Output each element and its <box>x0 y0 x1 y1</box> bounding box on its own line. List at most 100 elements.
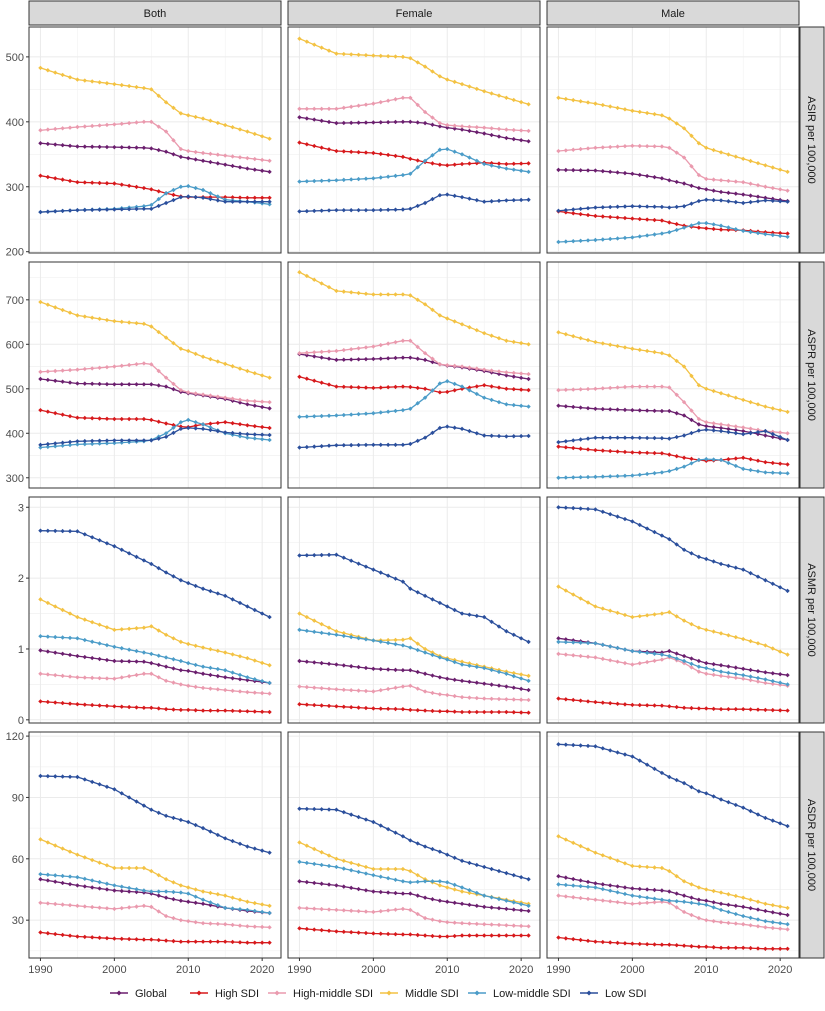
data-point-low-middle-sdi <box>726 225 731 230</box>
data-point-global <box>259 168 265 173</box>
data-point-low-sdi <box>134 799 139 804</box>
data-point-high-sdi <box>60 700 65 706</box>
data-point-high-sdi <box>556 935 561 940</box>
data-point-middle-sdi <box>785 169 790 175</box>
data-point-low-sdi <box>459 194 465 200</box>
data-point-high-sdi <box>785 708 790 713</box>
data-point-middle-sdi <box>718 631 724 636</box>
data-point-low-middle-sdi <box>245 675 250 680</box>
data-point-low-middle-sdi <box>422 650 428 655</box>
data-point-global <box>38 141 43 146</box>
data-point-global <box>696 185 702 191</box>
data-point-high-sdi <box>393 932 398 937</box>
data-point-high-middle-sdi <box>630 143 635 149</box>
data-point-low-middle-sdi <box>585 238 591 243</box>
data-point-low-middle-sdi <box>141 888 147 893</box>
data-point-low-sdi <box>615 750 620 755</box>
data-point-global <box>237 400 243 405</box>
data-point-high-sdi <box>615 940 620 946</box>
data-point-global <box>430 359 435 365</box>
data-point-low-sdi <box>252 199 257 204</box>
data-point-high-sdi <box>622 702 628 707</box>
data-point-global <box>341 357 346 362</box>
data-point-middle-sdi <box>741 397 746 403</box>
data-point-low-sdi <box>430 196 435 202</box>
data-point-high-sdi <box>422 708 428 713</box>
data-point-middle-sdi <box>45 600 51 606</box>
data-point-low-middle-sdi <box>556 475 561 480</box>
data-point-low-middle-sdi <box>371 411 376 416</box>
x-tick-label: 2020 <box>250 964 274 976</box>
data-point-high-middle-sdi <box>171 915 176 921</box>
legend-key-marker <box>386 990 392 996</box>
data-point-middle-sdi <box>97 860 102 865</box>
data-point-high-middle-sdi <box>711 918 716 924</box>
data-point-low-middle-sdi <box>667 230 672 235</box>
data-point-low-middle-sdi <box>459 662 465 667</box>
data-point-high-sdi <box>770 946 775 951</box>
data-point-global <box>585 168 591 173</box>
data-point-high-middle-sdi <box>297 106 302 112</box>
data-point-middle-sdi <box>45 302 51 307</box>
data-point-low-sdi <box>474 431 480 436</box>
data-point-low-middle-sdi <box>563 639 569 645</box>
data-point-low-sdi <box>267 850 272 855</box>
data-point-low-middle-sdi <box>430 879 435 884</box>
data-point-low-middle-sdi <box>482 893 487 898</box>
data-point-low-middle-sdi <box>245 435 250 440</box>
data-point-middle-sdi <box>237 897 243 902</box>
data-point-low-sdi <box>178 578 184 583</box>
data-point-low-sdi <box>237 841 243 847</box>
data-point-global <box>674 891 679 896</box>
data-point-middle-sdi <box>385 54 391 59</box>
data-point-low-sdi <box>718 198 724 203</box>
data-point-global <box>341 120 346 126</box>
data-point-high-sdi <box>75 934 80 939</box>
data-point-middle-sdi <box>134 84 139 90</box>
data-point-low-middle-sdi <box>496 896 502 902</box>
data-point-global <box>348 357 354 362</box>
data-point-high-sdi <box>644 217 650 222</box>
data-point-low-sdi <box>149 561 154 567</box>
data-point-low-sdi <box>474 197 480 203</box>
data-point-middle-sdi <box>38 597 43 602</box>
data-point-high-sdi <box>526 161 531 166</box>
data-point-high-sdi <box>496 709 502 715</box>
data-point-high-sdi <box>585 938 591 944</box>
data-point-low-middle-sdi <box>60 635 65 640</box>
data-point-global <box>593 881 598 886</box>
data-point-global <box>777 911 783 916</box>
data-point-middle-sdi <box>459 659 465 664</box>
data-point-global <box>763 195 768 200</box>
data-point-middle-sdi <box>718 150 724 155</box>
data-point-global <box>156 383 161 388</box>
data-point-middle-sdi <box>689 373 694 379</box>
data-point-low-sdi <box>511 872 516 878</box>
x-tick-label: 1990 <box>546 964 570 976</box>
data-point-high-sdi <box>681 943 687 948</box>
data-point-middle-sdi <box>215 359 221 364</box>
data-point-low-middle-sdi <box>119 440 124 445</box>
data-point-low-sdi <box>245 431 250 437</box>
data-point-low-middle-sdi <box>208 191 213 196</box>
data-point-low-middle-sdi <box>259 437 265 442</box>
data-point-low-sdi <box>171 815 176 821</box>
data-point-global <box>356 120 361 125</box>
data-point-low-sdi <box>163 813 169 819</box>
data-point-global <box>193 670 198 675</box>
data-point-global <box>60 379 65 384</box>
data-point-middle-sdi <box>371 866 376 872</box>
data-point-low-sdi <box>97 782 102 787</box>
data-point-high-sdi <box>104 181 110 186</box>
data-point-high-sdi <box>593 213 598 219</box>
data-point-middle-sdi <box>178 639 184 645</box>
data-point-high-middle-sdi <box>659 384 665 389</box>
data-point-low-sdi <box>319 807 324 812</box>
panel-border <box>287 26 541 254</box>
y-tick-label: 300 <box>6 473 24 485</box>
data-point-middle-sdi <box>711 888 716 894</box>
data-point-low-middle-sdi <box>748 229 753 235</box>
data-point-low-sdi <box>615 435 620 440</box>
data-point-high-sdi <box>511 161 516 167</box>
data-point-low-sdi <box>252 432 257 437</box>
